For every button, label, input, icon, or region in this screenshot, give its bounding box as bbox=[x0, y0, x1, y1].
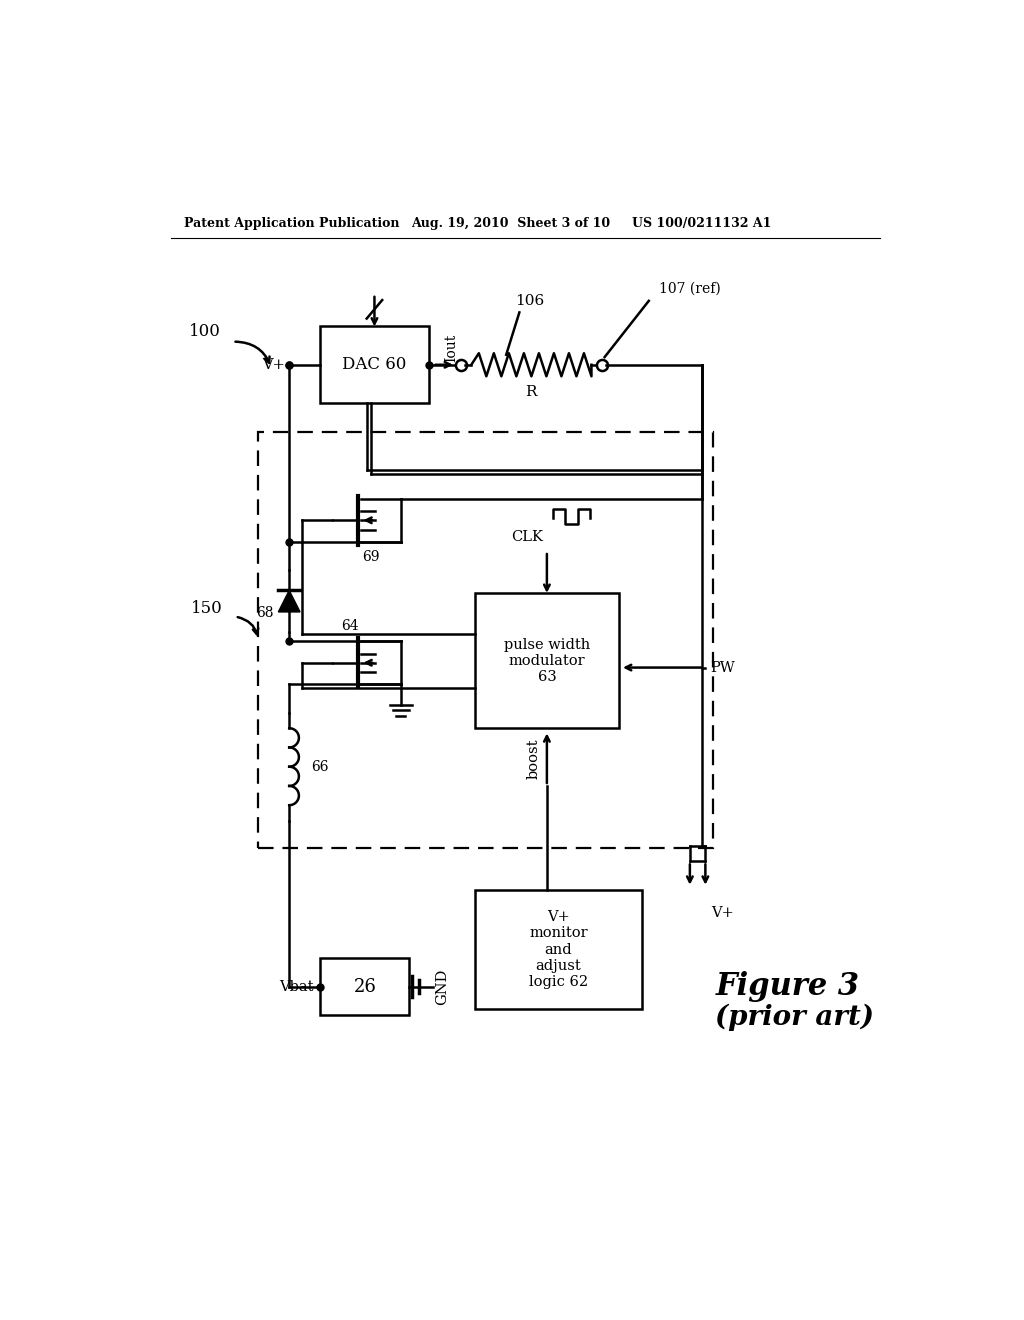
Text: Iout: Iout bbox=[444, 334, 458, 362]
Text: R: R bbox=[525, 385, 538, 399]
Bar bbox=[475, 890, 642, 1010]
Text: 150: 150 bbox=[190, 599, 222, 616]
Text: 68: 68 bbox=[256, 606, 273, 619]
Bar bbox=[321, 958, 410, 1015]
Text: V+: V+ bbox=[712, 906, 734, 920]
Text: 69: 69 bbox=[362, 550, 380, 564]
Text: PW: PW bbox=[710, 660, 735, 675]
Text: Figure 3: Figure 3 bbox=[716, 970, 859, 1002]
Text: 26: 26 bbox=[353, 978, 376, 995]
Text: GND: GND bbox=[435, 969, 449, 1005]
Polygon shape bbox=[279, 590, 300, 612]
Text: US 100/0211132 A1: US 100/0211132 A1 bbox=[632, 218, 771, 231]
Text: (prior art): (prior art) bbox=[716, 1003, 874, 1031]
Bar bbox=[321, 326, 429, 404]
Text: 106: 106 bbox=[515, 294, 544, 308]
Text: V+: V+ bbox=[262, 358, 285, 372]
Text: 107 (ref): 107 (ref) bbox=[658, 282, 721, 296]
Text: pulse width
modulator
63: pulse width modulator 63 bbox=[504, 638, 590, 684]
Text: Vbat: Vbat bbox=[280, 979, 314, 994]
Text: boost: boost bbox=[526, 739, 541, 779]
Bar bbox=[258, 432, 713, 847]
Text: Aug. 19, 2010  Sheet 3 of 10: Aug. 19, 2010 Sheet 3 of 10 bbox=[411, 218, 610, 231]
Bar bbox=[475, 594, 618, 729]
Text: 66: 66 bbox=[311, 760, 329, 774]
Text: DAC 60: DAC 60 bbox=[342, 356, 407, 374]
Text: 100: 100 bbox=[189, 322, 221, 339]
Text: Patent Application Publication: Patent Application Publication bbox=[183, 218, 399, 231]
Text: CLK: CLK bbox=[511, 531, 543, 544]
Text: V+
monitor
and
adjust
logic 62: V+ monitor and adjust logic 62 bbox=[529, 911, 588, 989]
Text: 64: 64 bbox=[341, 619, 358, 632]
